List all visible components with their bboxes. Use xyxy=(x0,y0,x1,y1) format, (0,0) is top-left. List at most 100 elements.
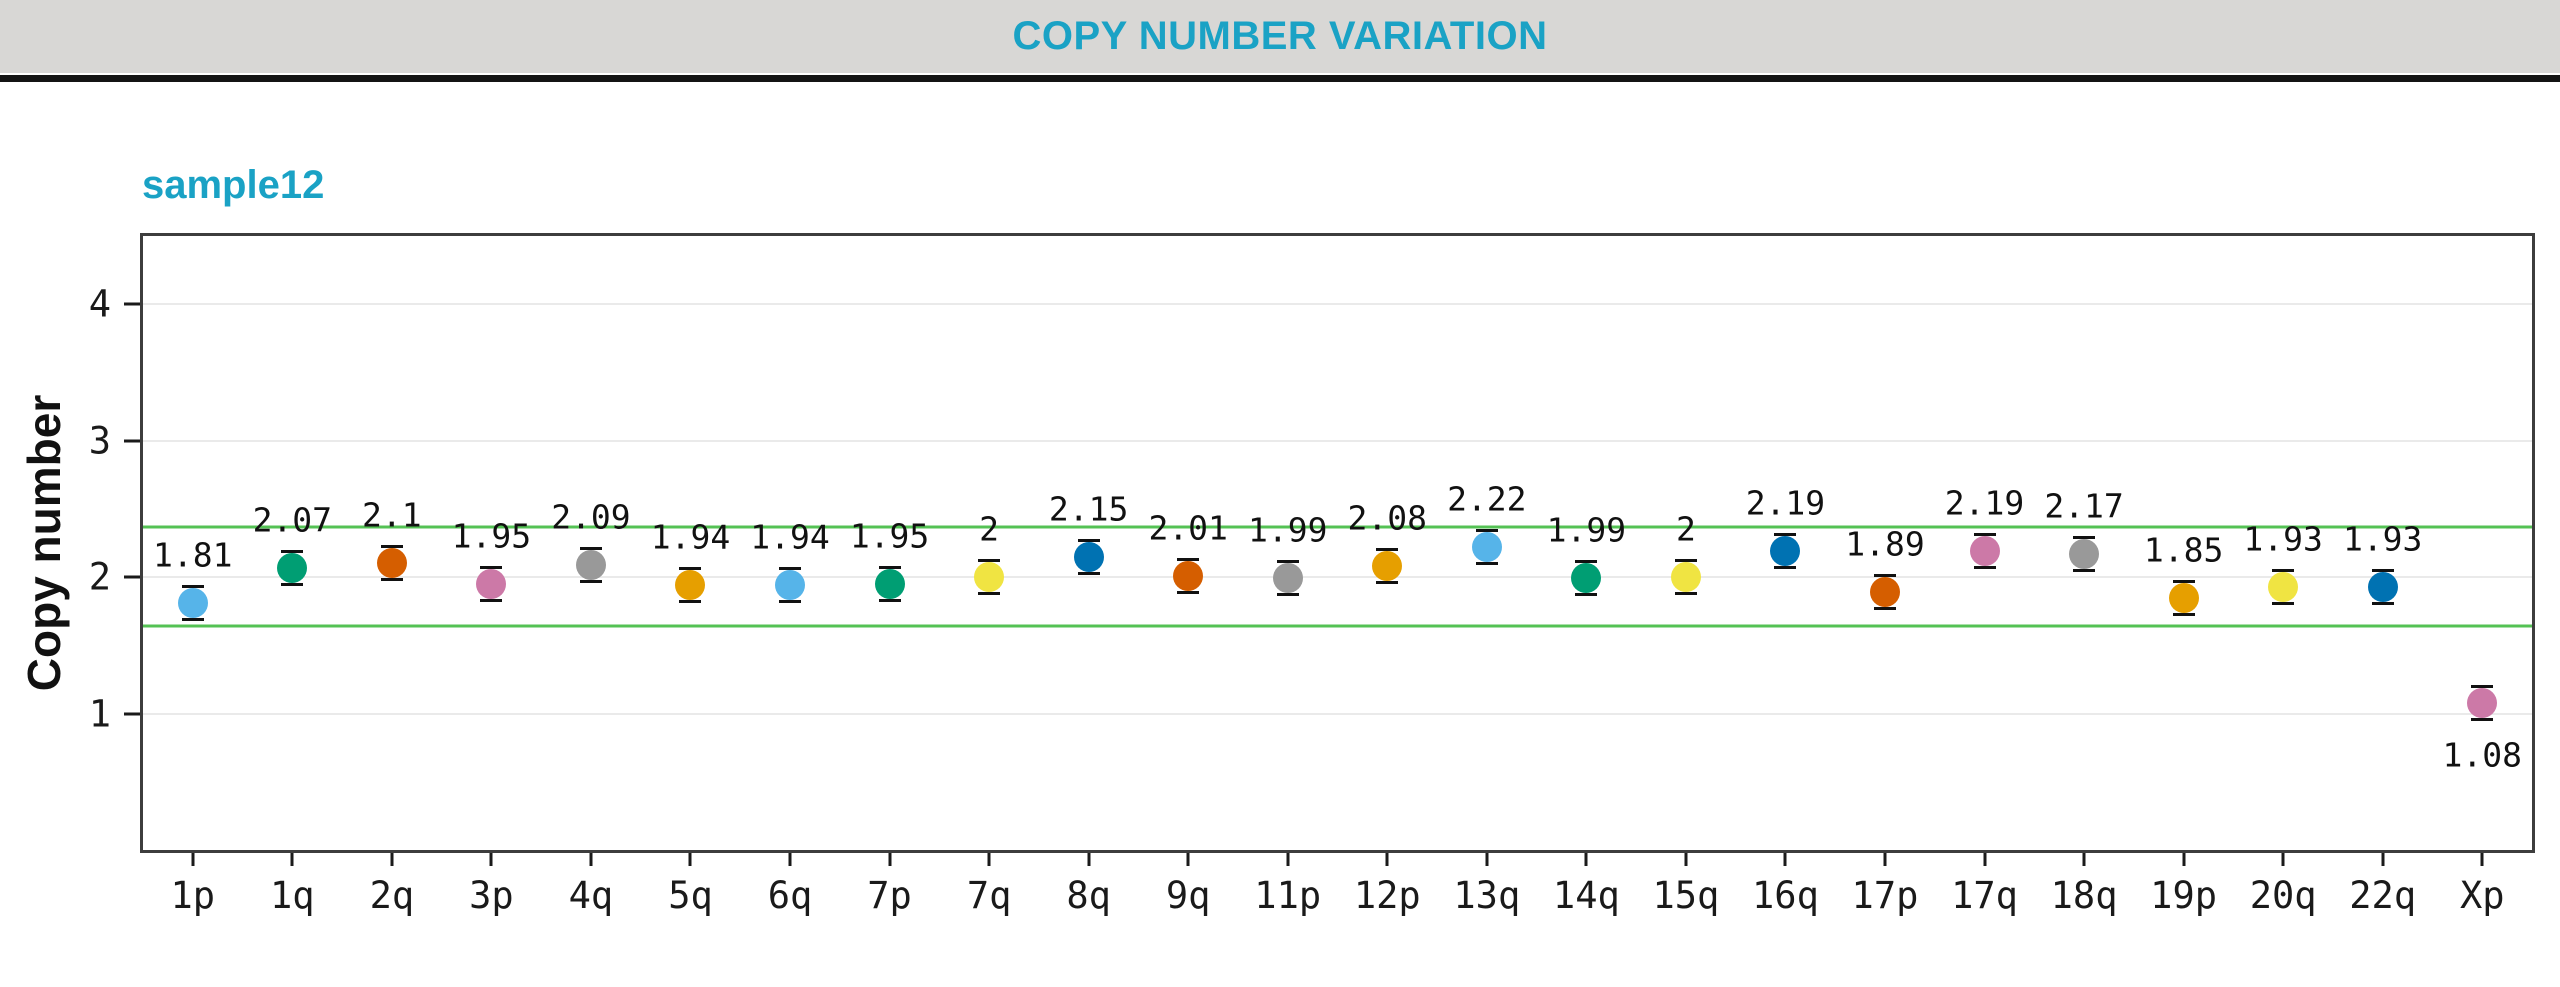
data-point-8q xyxy=(1073,538,1104,575)
error-bar-cap-bottom-7q xyxy=(978,592,1001,596)
data-point-13q xyxy=(1471,529,1502,566)
value-label-15q: 2 xyxy=(1675,509,1696,549)
marker-circle-4q xyxy=(575,549,606,580)
error-bar-cap-top-11p xyxy=(1276,560,1299,564)
error-bar-cap-bottom-17p xyxy=(1873,607,1896,611)
x-tick-3p xyxy=(489,853,493,866)
x-tick-label-8q: 8q xyxy=(1066,874,1111,917)
y-tick-label-3: 3 xyxy=(88,419,111,463)
data-point-Xp xyxy=(2467,684,2498,721)
x-tick-label-5q: 5q xyxy=(668,874,713,917)
gridline-y-3 xyxy=(143,439,2532,442)
value-label-22q: 1.93 xyxy=(2342,519,2423,559)
error-bar-cap-top-7p xyxy=(878,565,901,569)
error-bar-cap-bottom-7p xyxy=(878,598,901,602)
marker-circle-3p xyxy=(476,568,507,599)
error-bar-cap-top-16q xyxy=(1774,533,1797,537)
chart-title: sample12 xyxy=(142,163,325,207)
y-tick-3 xyxy=(124,439,140,443)
error-bar-cap-bottom-3p xyxy=(480,598,503,602)
x-tick-5q xyxy=(688,853,692,866)
value-label-11p: 1.99 xyxy=(1247,510,1328,550)
x-tick-14q xyxy=(1584,853,1588,866)
x-tick-label-7q: 7q xyxy=(966,874,1012,917)
error-bar-cap-bottom-11p xyxy=(1276,593,1299,597)
value-label-14q: 1.99 xyxy=(1546,510,1627,550)
marker-circle-6q xyxy=(775,570,806,601)
value-label-5q: 1.94 xyxy=(650,517,731,557)
error-bar-cap-bottom-5q xyxy=(679,600,702,604)
value-label-7p: 1.95 xyxy=(849,516,930,556)
error-bar-cap-top-5q xyxy=(679,567,702,571)
x-tick-label-12p: 12p xyxy=(1353,874,1421,917)
data-point-15q xyxy=(1670,559,1701,596)
error-bar-cap-top-12p xyxy=(1376,548,1399,552)
error-bar-cap-top-7q xyxy=(978,559,1001,563)
marker-circle-8q xyxy=(1073,541,1104,572)
error-bar-cap-bottom-19p xyxy=(2172,612,2195,616)
error-bar-cap-top-9q xyxy=(1177,557,1200,561)
marker-circle-5q xyxy=(675,570,706,601)
x-tick-label-22q: 22q xyxy=(2349,874,2417,917)
error-bar-cap-top-18q xyxy=(2073,535,2096,539)
x-tick-15q xyxy=(1684,853,1688,866)
error-bar-cap-top-1q xyxy=(281,549,304,553)
y-tick-2 xyxy=(124,575,140,579)
data-point-20q xyxy=(2268,568,2299,605)
value-label-12p: 2.08 xyxy=(1347,498,1428,538)
header-divider xyxy=(0,75,2560,82)
x-tick-label-11p: 11p xyxy=(1254,874,1322,917)
error-bar-cap-bottom-17q xyxy=(1973,566,1996,570)
x-tick-19p xyxy=(2182,853,2186,866)
error-bar-cap-bottom-15q xyxy=(1674,592,1697,596)
error-bar-cap-top-6q xyxy=(779,567,802,571)
marker-circle-14q xyxy=(1571,563,1602,594)
x-tick-label-1q: 1q xyxy=(270,874,315,917)
y-tick-4 xyxy=(124,302,140,306)
x-tick-label-19p: 19p xyxy=(2150,874,2218,917)
data-point-22q xyxy=(2367,568,2398,605)
error-bar-cap-top-8q xyxy=(1077,538,1100,542)
error-bar-cap-top-17p xyxy=(1873,574,1896,578)
x-tick-label-13q: 13q xyxy=(1453,874,1521,917)
marker-circle-2q xyxy=(376,548,407,579)
threshold-line-upper xyxy=(143,525,2532,529)
error-bar-cap-top-15q xyxy=(1674,559,1697,563)
x-tick-17p xyxy=(1883,853,1887,866)
value-label-4q: 2.09 xyxy=(551,497,631,537)
x-tick-label-15q: 15q xyxy=(1652,874,1720,917)
marker-circle-16q xyxy=(1770,536,1801,567)
marker-circle-18q xyxy=(2069,538,2100,569)
marker-circle-11p xyxy=(1272,563,1303,594)
data-point-1p xyxy=(177,585,208,622)
error-bar-cap-bottom-2q xyxy=(380,578,403,582)
data-point-16q xyxy=(1770,533,1801,570)
marker-circle-13q xyxy=(1471,532,1502,563)
data-point-7q xyxy=(974,559,1005,596)
marker-circle-7p xyxy=(874,568,905,599)
data-point-17q xyxy=(1969,533,2000,570)
error-bar-cap-bottom-13q xyxy=(1475,562,1498,566)
value-label-2q: 2.1 xyxy=(362,495,422,535)
x-tick-1p xyxy=(191,853,195,866)
error-bar-cap-top-14q xyxy=(1575,560,1598,564)
error-bar-cap-bottom-14q xyxy=(1575,593,1598,597)
x-tick-label-14q: 14q xyxy=(1552,874,1620,917)
x-tick-4q xyxy=(589,853,593,866)
error-bar-cap-top-3p xyxy=(480,565,503,569)
value-label-6q: 1.94 xyxy=(750,517,830,557)
app-header: COPY NUMBER VARIATION xyxy=(0,0,2560,73)
value-label-8q: 2.15 xyxy=(1048,489,1129,529)
x-tick-label-17p: 17p xyxy=(1851,874,1919,917)
x-tick-label-16q: 16q xyxy=(1752,874,1819,917)
page-title: COPY NUMBER VARIATION xyxy=(1012,14,1548,58)
data-point-5q xyxy=(675,567,706,604)
error-bar-cap-bottom-6q xyxy=(779,600,802,604)
x-tick-2q xyxy=(390,853,394,866)
marker-circle-20q xyxy=(2268,571,2299,602)
data-point-7p xyxy=(874,565,905,602)
x-tick-label-20q: 20q xyxy=(2249,874,2317,917)
data-point-6q xyxy=(775,567,806,604)
gridline-y-4 xyxy=(143,303,2532,306)
error-bar-cap-top-2q xyxy=(380,545,403,549)
